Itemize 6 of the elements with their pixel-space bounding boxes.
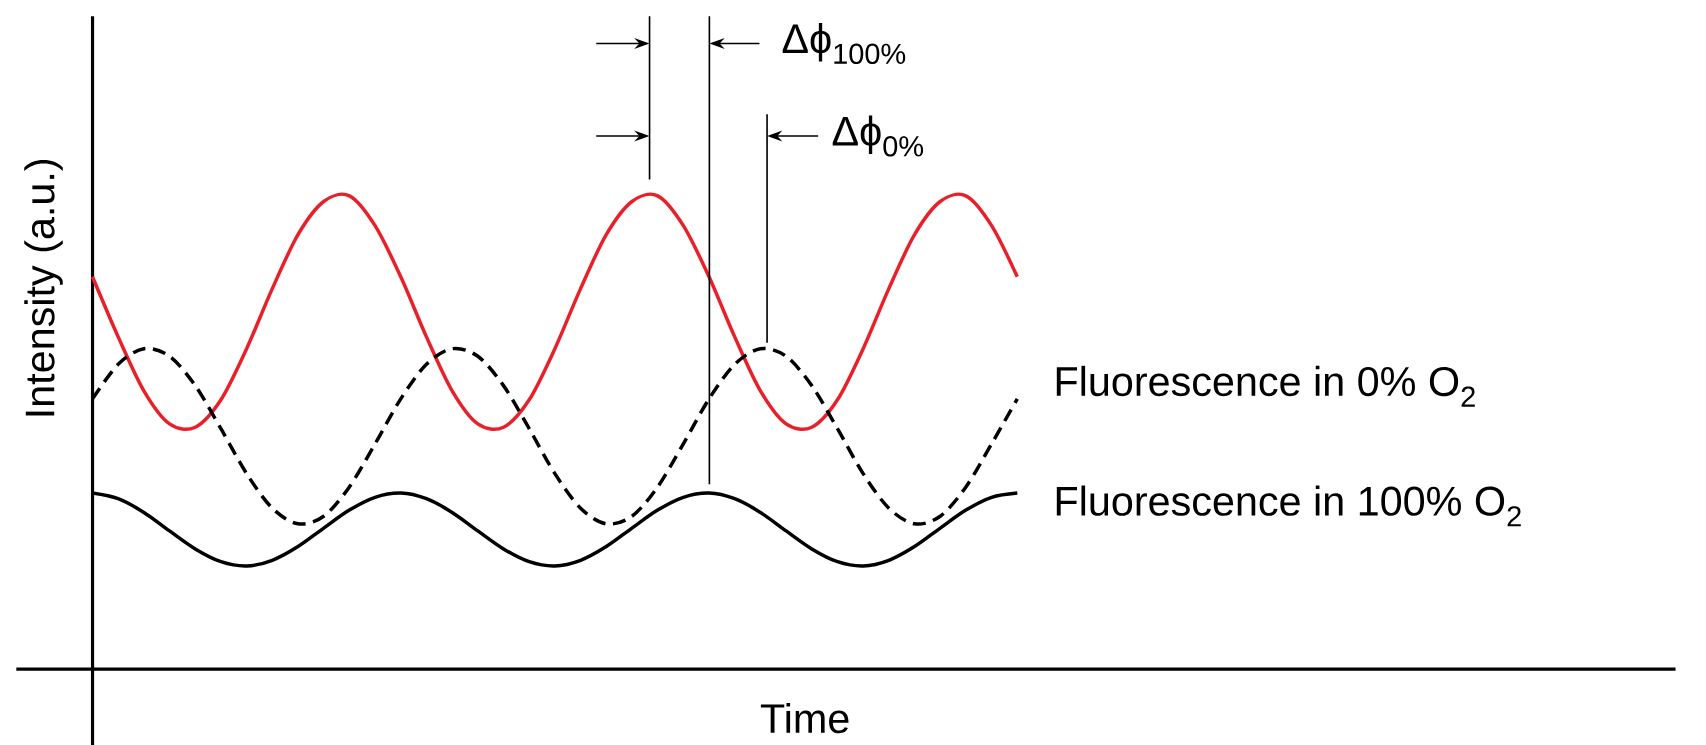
y-axis-title: Intensity (a.u.) [24,159,63,416]
x-axis-title: Time [760,702,849,734]
series-label: Fluorescence in 0% O$_{2}$ [1056,365,1475,407]
text: Δϕ$_{100%}$ [782,22,906,64]
text: Δϕ$_{0%}$ [832,115,924,157]
series-label: Fluorescence in 100% O$_{2}$ [1056,485,1521,527]
